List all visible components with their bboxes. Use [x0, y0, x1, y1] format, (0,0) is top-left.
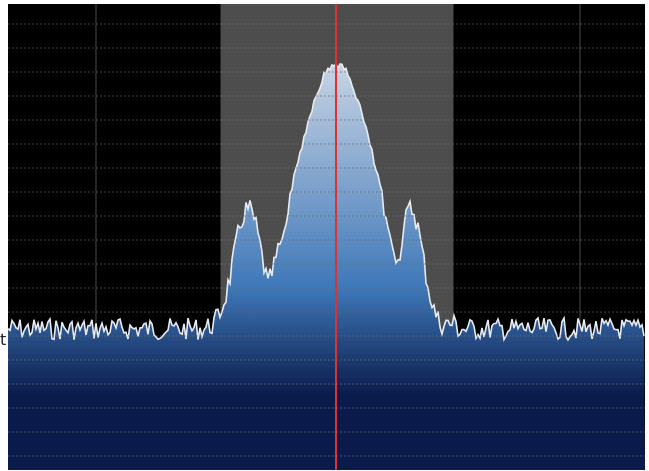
edge-label: t: [0, 330, 7, 349]
spectrum-plot[interactable]: [8, 4, 645, 470]
spectrum-display[interactable]: [8, 4, 645, 470]
spectrum-fill: [8, 64, 645, 470]
